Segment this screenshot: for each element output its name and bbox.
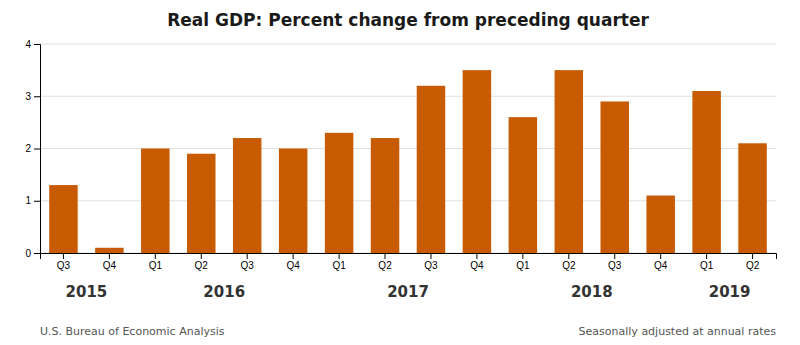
bar xyxy=(141,149,169,254)
x-tick-label: Q4 xyxy=(103,260,117,271)
y-axis-line xyxy=(34,45,41,254)
x-tick-mark xyxy=(660,253,661,259)
x-tick: Q4 xyxy=(103,253,117,271)
footer-note: Seasonally adjusted at annual rates xyxy=(579,325,777,338)
category-group-label: 2017 xyxy=(387,283,429,301)
x-tick: Q2 xyxy=(562,253,576,271)
x-axis-line xyxy=(41,254,777,260)
bar xyxy=(187,154,215,253)
grid xyxy=(40,44,776,253)
bar xyxy=(646,196,674,253)
y-tick-label: 2 xyxy=(25,143,31,154)
x-tick: Q1 xyxy=(332,253,346,271)
x-tick: Q1 xyxy=(516,253,530,271)
y-tick: 0 xyxy=(25,248,40,259)
x-tick-mark xyxy=(247,253,248,259)
x-tick-label: Q2 xyxy=(195,260,209,271)
category-groups: 2015 2016 2017 2018 2019 xyxy=(66,283,751,301)
bar xyxy=(279,149,307,254)
x-tick-label: Q1 xyxy=(516,260,530,271)
x-tick: Q4 xyxy=(654,253,668,271)
x-tick-label: Q3 xyxy=(241,260,255,271)
bar xyxy=(49,185,77,253)
y-tick: 3 xyxy=(25,91,40,102)
bar xyxy=(417,86,445,253)
x-axis: Q3 Q4 Q1 Q2 Q3 Q4 Q1 Q2 Q3 Q4 Q1 Q2 Q3 Q4 Q1 Q2 xyxy=(41,253,777,271)
x-tick: Q1 xyxy=(149,253,163,271)
bar xyxy=(692,91,720,253)
x-tick-label: Q2 xyxy=(562,260,576,271)
y-tick-label: 1 xyxy=(25,195,31,206)
x-tick-mark xyxy=(522,253,523,259)
bar xyxy=(233,138,261,253)
grid-line xyxy=(40,44,776,45)
plot-area: 0 1 2 3 4 Q3 Q4 Q1 Q2 Q3 Q4 Q1 Q2 Q3 Q4 Q1 Q2 Q3 Q4 Q1 Q2 201… xyxy=(25,39,776,301)
x-tick-mark xyxy=(339,253,340,259)
category-group-label: 2019 xyxy=(709,283,751,301)
x-tick: Q4 xyxy=(470,253,484,271)
y-tick-mark xyxy=(34,44,40,45)
category-group-label: 2016 xyxy=(203,283,245,301)
x-tick-mark xyxy=(752,253,753,259)
footer-note: U.S. Bureau of Economic Analysis xyxy=(40,325,225,338)
x-tick-mark xyxy=(109,253,110,259)
x-tick-label: Q4 xyxy=(470,260,484,271)
bar xyxy=(738,143,766,253)
chart-svg: 0 1 2 3 4 Q3 Q4 Q1 Q2 Q3 Q4 Q1 Q2 Q3 Q4 Q1 Q2 Q3 Q4 Q1 Q2 201… xyxy=(0,0,800,345)
y-tick: 2 xyxy=(25,143,40,154)
bar xyxy=(555,70,583,253)
title: Real GDP: Percent change from preceding … xyxy=(167,10,649,30)
x-tick: Q4 xyxy=(286,253,300,271)
y-tick: 1 xyxy=(25,195,40,206)
y-tick-mark xyxy=(34,253,40,254)
x-tick-label: Q1 xyxy=(700,260,714,271)
y-tick-mark xyxy=(34,201,40,202)
x-tick-mark xyxy=(706,253,707,259)
x-tick-mark xyxy=(385,253,386,259)
grid-line xyxy=(40,96,776,97)
y-tick-label: 3 xyxy=(25,91,31,102)
x-tick-mark xyxy=(293,253,294,259)
y-tick-label: 0 xyxy=(25,248,31,259)
x-tick-label: Q3 xyxy=(608,260,622,271)
y-tick-label: 4 xyxy=(25,39,31,50)
x-tick-mark xyxy=(201,253,202,259)
x-tick-mark xyxy=(63,253,64,259)
y-tick: 4 xyxy=(25,39,40,50)
bar xyxy=(509,117,537,253)
y-axis: 0 1 2 3 4 xyxy=(25,39,40,259)
bar xyxy=(463,70,491,253)
x-tick-mark xyxy=(476,253,477,259)
x-tick: Q3 xyxy=(57,253,71,271)
x-tick-label: Q1 xyxy=(149,260,163,271)
x-tick-mark xyxy=(568,253,569,259)
x-tick: Q3 xyxy=(424,253,438,271)
bars xyxy=(49,70,767,253)
x-tick-label: Q4 xyxy=(654,260,668,271)
bar xyxy=(600,101,628,253)
x-tick-label: Q1 xyxy=(332,260,346,271)
x-tick-label: Q2 xyxy=(378,260,392,271)
bar xyxy=(325,133,353,253)
x-tick: Q2 xyxy=(746,253,760,271)
x-tick: Q2 xyxy=(378,253,392,271)
x-tick: Q1 xyxy=(700,253,714,271)
bar xyxy=(95,248,123,253)
x-tick: Q2 xyxy=(195,253,209,271)
chart-container: 0 1 2 3 4 Q3 Q4 Q1 Q2 Q3 Q4 Q1 Q2 Q3 Q4 Q1 Q2 Q3 Q4 Q1 Q2 201… xyxy=(0,0,800,345)
x-tick-label: Q2 xyxy=(746,260,760,271)
x-tick-mark xyxy=(155,253,156,259)
x-tick-label: Q3 xyxy=(57,260,71,271)
x-tick-mark xyxy=(430,253,431,259)
category-group-label: 2018 xyxy=(571,283,613,301)
category-group-label: 2015 xyxy=(66,283,108,301)
x-tick-mark xyxy=(614,253,615,259)
x-tick: Q3 xyxy=(241,253,255,271)
y-tick-mark xyxy=(34,96,40,97)
x-tick: Q3 xyxy=(608,253,622,271)
y-tick-mark xyxy=(34,149,40,150)
bar xyxy=(371,138,399,253)
x-tick-label: Q3 xyxy=(424,260,438,271)
x-tick-label: Q4 xyxy=(286,260,300,271)
